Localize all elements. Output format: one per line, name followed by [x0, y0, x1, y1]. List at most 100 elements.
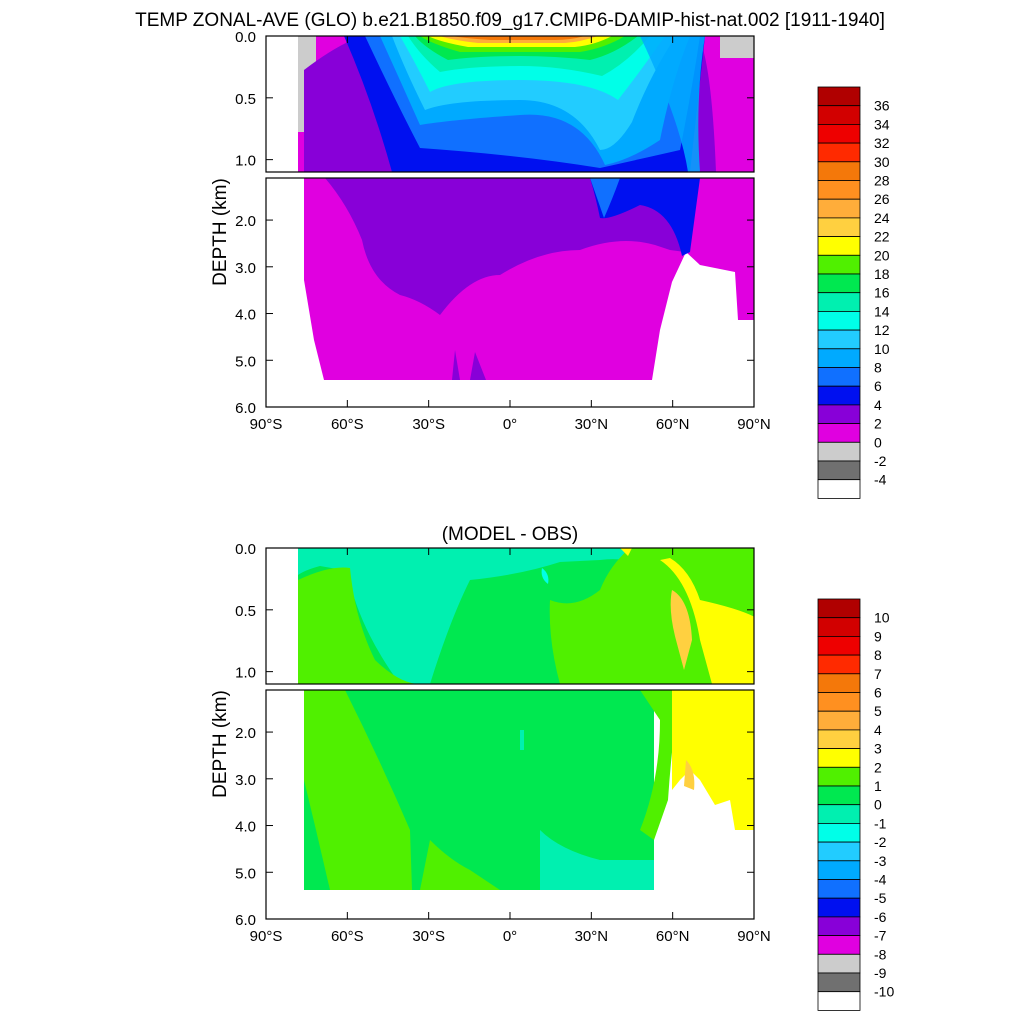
- colorbar-label: -8: [874, 946, 887, 962]
- colorbar-label: -7: [874, 928, 887, 944]
- y-tick-label: 4.0: [235, 819, 256, 836]
- colorbar-label: -4: [874, 472, 887, 488]
- panel-model-minus-obs: (MODEL - OBS) DEPTH (km) 90°S 6: [210, 524, 771, 945]
- colorbar-swatch: [817, 766, 861, 787]
- colorbar-label: 0: [874, 434, 882, 450]
- colorbar-label: 36: [874, 98, 890, 114]
- panel-title-diff: (MODEL - OBS): [442, 524, 579, 545]
- colorbar-label: 0: [874, 797, 882, 813]
- y-tick-label: 5.0: [235, 865, 256, 882]
- difference-lower-field: [304, 690, 754, 890]
- colorbar-label: 2: [874, 759, 882, 775]
- colorbar-label: 24: [874, 210, 890, 226]
- colorbar-label: 14: [874, 303, 890, 319]
- x-tick-label: 30°N: [575, 416, 609, 433]
- colorbar-label: 7: [874, 666, 882, 682]
- colorbar-label: 4: [874, 397, 882, 413]
- colorbar-label: -5: [874, 890, 887, 906]
- colorbar-label: -10: [874, 984, 894, 1000]
- colorbar-label: 1: [874, 778, 882, 794]
- x-tick-label: 60°N: [656, 416, 690, 433]
- colorbar-label: 26: [874, 191, 890, 207]
- colorbar-label: 8: [874, 647, 882, 663]
- y-tick-label: 2.0: [235, 725, 256, 742]
- y-tick-label: 0.5: [235, 603, 256, 620]
- y-tick-label: 0.5: [235, 91, 256, 108]
- colorbar-swatch: [817, 879, 861, 899]
- colorbar-swatch: [817, 404, 861, 424]
- colorbar-swatch: [817, 329, 861, 350]
- colorbar-swatch: [817, 617, 861, 637]
- colorbar-label: -4: [874, 872, 887, 888]
- colorbar-swatch: [817, 441, 861, 462]
- colorbar-label: 4: [874, 722, 882, 738]
- colorbar-swatch: [817, 823, 861, 843]
- colorbar-swatch: [817, 161, 861, 181]
- colorbar-label: -6: [874, 909, 887, 925]
- colorbar-swatch: [817, 692, 861, 712]
- colorbar-label: 34: [874, 116, 890, 132]
- colorbar-swatch: [817, 180, 861, 200]
- colorbar-label: 9: [874, 628, 882, 644]
- colorbar-label: -3: [874, 853, 887, 869]
- x-tick-label: 90°N: [737, 416, 771, 433]
- x-tick-label: 60°S: [331, 928, 364, 945]
- colorbar-swatch: [817, 460, 861, 481]
- colorbar-label: 2: [874, 416, 882, 432]
- colorbar-swatch: [817, 254, 861, 275]
- colorbar-swatch: [817, 236, 861, 256]
- colorbar-label: -2: [874, 834, 887, 850]
- colorbar-swatch: [817, 636, 861, 656]
- colorbar-swatch: [817, 729, 861, 750]
- y-tick-label: 1.0: [235, 665, 256, 682]
- x-tick-label: 90°S: [250, 928, 283, 945]
- colorbar-swatch: [817, 748, 861, 768]
- colorbar-label: 10: [874, 610, 890, 626]
- colorbar-label: -9: [874, 965, 887, 981]
- axes-difference: 90°S 60°S 30°S 0° 30°N 60°N 90°N 0.0 0.5 1.0 2.0 3.…: [235, 541, 771, 945]
- panel-temperature: DEPTH (km) 90°S 60°S 30°S 0° 30°N 60°N 90°N 0.0…: [210, 29, 771, 433]
- colorbar-label: 20: [874, 247, 890, 263]
- temperature-lower-field: [304, 178, 754, 380]
- colorbar-swatch: [817, 841, 861, 862]
- colorbar-swatch: [817, 598, 861, 619]
- colorbar-swatch: [817, 916, 861, 937]
- colorbar-swatch: [817, 348, 861, 368]
- colorbar-swatch: [817, 310, 861, 331]
- colorbar-swatch: [817, 86, 861, 107]
- x-tick-label: 60°S: [331, 416, 364, 433]
- y-tick-label: 0.0: [235, 29, 256, 46]
- colorbar-swatch: [817, 385, 861, 406]
- x-tick-label: 30°N: [575, 928, 609, 945]
- colorbar-label: 18: [874, 266, 890, 282]
- colorbar-label: -2: [874, 453, 887, 469]
- x-tick-label: 60°N: [656, 928, 690, 945]
- colorbar-swatch: [817, 935, 861, 955]
- y-tick-label: 5.0: [235, 353, 256, 370]
- colorbar-swatch: [817, 972, 861, 993]
- colorbar-label: 32: [874, 135, 890, 151]
- colorbar-swatch: [817, 217, 861, 237]
- colorbar-label: 16: [874, 285, 890, 301]
- y-axis-label: DEPTH (km): [210, 178, 231, 286]
- y-tick-label: 6.0: [235, 912, 256, 929]
- colorbar-swatch: [817, 710, 861, 731]
- y-tick-label: 0.0: [235, 541, 256, 558]
- colorbar-label: 30: [874, 154, 890, 170]
- colorbar-swatch: [817, 105, 861, 125]
- y-tick-label: 6.0: [235, 400, 256, 417]
- x-tick-label: 30°S: [412, 416, 445, 433]
- colorbar-label: 22: [874, 229, 890, 245]
- colorbar-swatch: [817, 124, 861, 144]
- colorbar-swatch: [817, 897, 861, 918]
- colorbar-swatch: [817, 785, 861, 806]
- colorbar-label: 28: [874, 173, 890, 189]
- colorbar-swatch: [817, 991, 861, 1011]
- colorbar-swatch: [817, 142, 861, 163]
- colorbar-swatch: [817, 673, 861, 693]
- colorbar-swatch: [817, 953, 861, 974]
- colorbar-label: 10: [874, 341, 890, 357]
- figure-title: TEMP ZONAL-AVE (GLO) b.e21.B1850.f09_g17…: [135, 10, 885, 31]
